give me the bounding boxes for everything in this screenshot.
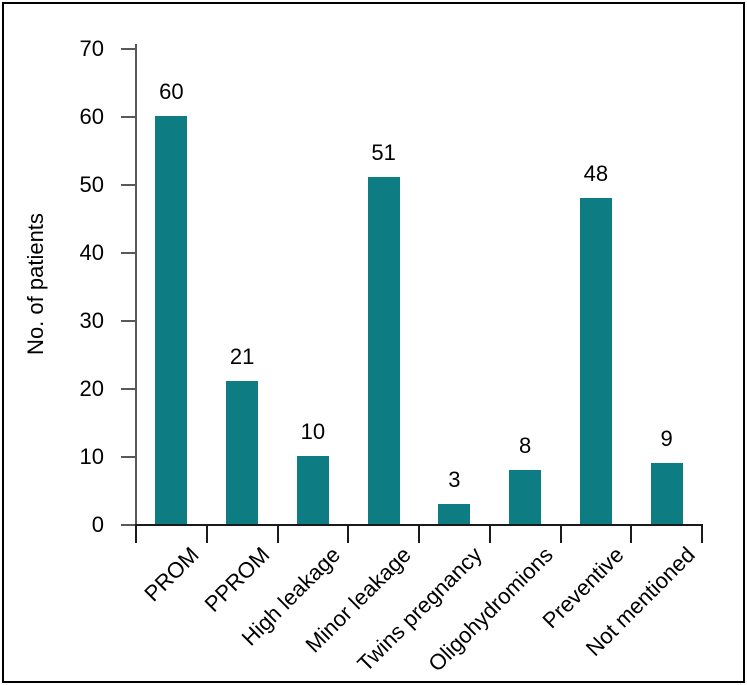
x-tick xyxy=(559,524,562,543)
y-tick-label: 0 xyxy=(91,512,104,537)
y-tick xyxy=(121,116,136,118)
bar-preventive xyxy=(579,197,612,524)
x-category-label: Twins pregnancy xyxy=(352,542,488,677)
y-tick xyxy=(121,388,136,390)
bar-oligohydromions xyxy=(509,469,542,524)
y-tick-label: 20 xyxy=(79,376,104,401)
bar-not-mentioned xyxy=(650,462,683,524)
y-tick xyxy=(121,252,136,254)
bar-pprom xyxy=(226,381,259,524)
x-tick xyxy=(701,524,703,543)
bar-value-label: 3 xyxy=(448,466,461,492)
bar-value-label: 21 xyxy=(229,344,255,370)
bar-twins-pregnancy xyxy=(438,503,471,524)
y-tick xyxy=(121,456,136,458)
y-tick-label: 30 xyxy=(79,308,104,333)
bar-value-label: 8 xyxy=(519,432,532,458)
bar-value-label: 60 xyxy=(159,79,184,104)
y-tick-label: 70 xyxy=(79,36,104,61)
y-tick xyxy=(121,320,136,322)
x-tick xyxy=(347,524,350,543)
y-tick-label: 40 xyxy=(79,240,104,265)
y-tick-label: 60 xyxy=(79,104,104,129)
y-axis-title: No. of patients xyxy=(23,213,48,355)
y-tick-label: 10 xyxy=(79,444,104,469)
bar-high-leakage xyxy=(296,456,329,524)
bar-value-label: 9 xyxy=(660,425,673,451)
y-tick-label: 50 xyxy=(79,172,104,197)
x-category-label: PROM xyxy=(139,542,205,607)
x-category-label: Oligohydromions xyxy=(423,542,558,677)
x-tick xyxy=(205,524,208,543)
bar-minor-leakage xyxy=(367,177,400,524)
x-tick xyxy=(630,524,633,543)
y-axis-line xyxy=(135,44,137,543)
bar-value-label: 51 xyxy=(371,140,396,166)
x-tick xyxy=(488,524,491,543)
bar-value-label: 48 xyxy=(583,160,609,186)
x-tick xyxy=(418,524,420,543)
y-tick xyxy=(121,184,136,186)
y-tick xyxy=(121,48,136,50)
x-tick xyxy=(276,524,279,543)
bar-prom xyxy=(155,116,188,524)
bar-value-label: 10 xyxy=(300,419,326,444)
x-tick xyxy=(135,524,137,543)
y-tick xyxy=(121,524,136,526)
